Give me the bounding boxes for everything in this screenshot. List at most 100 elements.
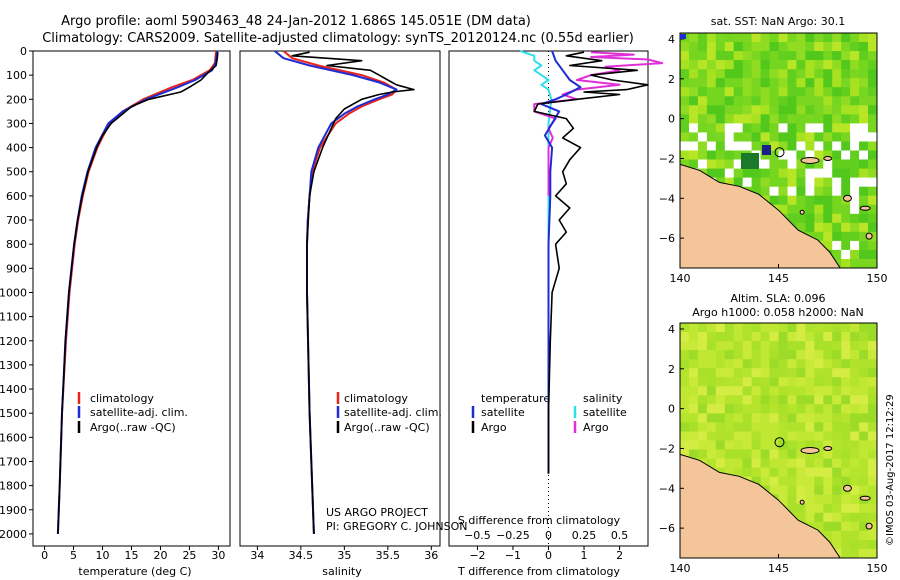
sla-map-cell [823, 404, 833, 414]
sst-map-cell [859, 240, 869, 251]
sst-map-cell [724, 132, 735, 142]
sst-map-cell [796, 105, 806, 115]
sla-map-cell [841, 404, 851, 414]
sla-map-cell [850, 485, 860, 496]
sla-map-cell [689, 404, 699, 414]
sst-map-cell [814, 231, 824, 242]
sst-map-cell [724, 123, 735, 133]
sla-map-cell [841, 458, 851, 469]
sla-map-cell [796, 386, 806, 396]
sst-map-cell [742, 42, 753, 52]
sst-map-cell [832, 114, 842, 124]
sla-map-island [865, 522, 873, 530]
sst-map-cell [796, 132, 806, 142]
sla-map-cell [733, 377, 744, 387]
sla-map-xtick-label: 145 [768, 562, 789, 575]
sla-map-cell [769, 458, 780, 469]
sla-map-cell [742, 404, 753, 414]
sst-map-cell [796, 141, 806, 152]
sst-map-cell [823, 222, 833, 233]
sla-map-cell [832, 539, 842, 550]
sla-map-cell [778, 350, 789, 360]
sla-map-cell [697, 386, 708, 396]
sla-map-cell [832, 485, 842, 496]
sla-map-cell [751, 476, 762, 487]
sla-map-cell [689, 377, 699, 387]
sla-map-cell [841, 503, 851, 514]
sla-map-cell [689, 350, 699, 360]
sla-map-cell [841, 476, 851, 487]
sst-map-cell [805, 96, 815, 106]
sla-map-cell [760, 341, 771, 351]
sst-map-cell [850, 177, 860, 188]
depth-tick-label: 1500 [0, 407, 27, 420]
sla-map-cell [796, 494, 806, 505]
sst-map-cell [742, 141, 753, 152]
depth-tick-label: 1400 [0, 383, 27, 396]
sla-map-cell [724, 368, 735, 378]
sst-map-cell [805, 177, 815, 188]
sla-map-cell [841, 395, 851, 405]
sst-map-cell [689, 51, 699, 61]
sst-map-cell [859, 123, 869, 133]
sst-map-cell [814, 132, 824, 142]
sla-map-cell [805, 512, 815, 523]
sst-map-cell [832, 231, 842, 242]
sst-map-cell [841, 123, 851, 133]
sst-map-cell [796, 186, 806, 197]
sla-map-cell [715, 458, 726, 469]
sla-map-cell [689, 413, 699, 423]
sla-map-cell [823, 413, 833, 423]
sst-map-cell [823, 231, 833, 242]
sst-map-cell [733, 177, 744, 188]
sla-map-cell [760, 422, 771, 432]
sst-map-cell [868, 259, 877, 268]
temperature-argo-line [57, 52, 219, 534]
sst-map-cell [751, 33, 762, 43]
sla-map-cell [796, 422, 806, 432]
sla-map-cell [796, 341, 806, 351]
sla-map-cell [823, 458, 833, 469]
sla-map-cell [760, 476, 771, 487]
sla-map-cell [859, 440, 869, 451]
sla-map-cell [859, 458, 869, 469]
sla-map-cell [850, 413, 860, 423]
legend-label-satellite: satellite-adj. clim. [344, 406, 442, 419]
sst-map-cell [805, 69, 815, 79]
sst-map-cell [823, 114, 833, 124]
sla-map-ytick-label: −6 [659, 522, 675, 535]
sla-map-cell [760, 377, 771, 387]
sst-map-cell [724, 42, 735, 52]
depth-tick-label: 1100 [0, 311, 27, 324]
sla-map-cell [706, 386, 717, 396]
sla-map-cell [814, 458, 824, 469]
sla-map-cell [859, 539, 869, 550]
legend-title-temperature: temperature [481, 392, 550, 405]
sst-map-cell [850, 204, 860, 215]
sla-map-cell [832, 458, 842, 469]
sst-map-cell [832, 42, 842, 52]
sst-map-cell [868, 114, 877, 124]
sla-map-cell [769, 341, 780, 351]
sla-map-cell [778, 467, 789, 478]
sst-map-cell [841, 87, 851, 97]
sst-map-cell [760, 51, 771, 61]
sst-map-cell [814, 114, 824, 124]
sla-map-cell [778, 449, 789, 460]
sla-map-cell [787, 476, 798, 487]
sla-map-cell [841, 521, 851, 532]
sla-map-cell [680, 323, 690, 333]
sla-map-cell [859, 323, 869, 333]
sla-map-cell [697, 449, 708, 460]
temperature-xtick-label: 30 [211, 549, 225, 562]
sla-map-cell [697, 413, 708, 423]
salinity-legend: climatology satellite-adj. clim. Argo(..… [336, 392, 442, 434]
sla-map-cell [868, 467, 877, 478]
sst-map-cell [859, 114, 869, 124]
sst-map-cell [868, 78, 877, 88]
sst-map-cell [778, 159, 789, 170]
sst-map-cell [769, 195, 780, 206]
sla-map-cell [697, 350, 708, 360]
sst-map-cell [733, 123, 744, 133]
